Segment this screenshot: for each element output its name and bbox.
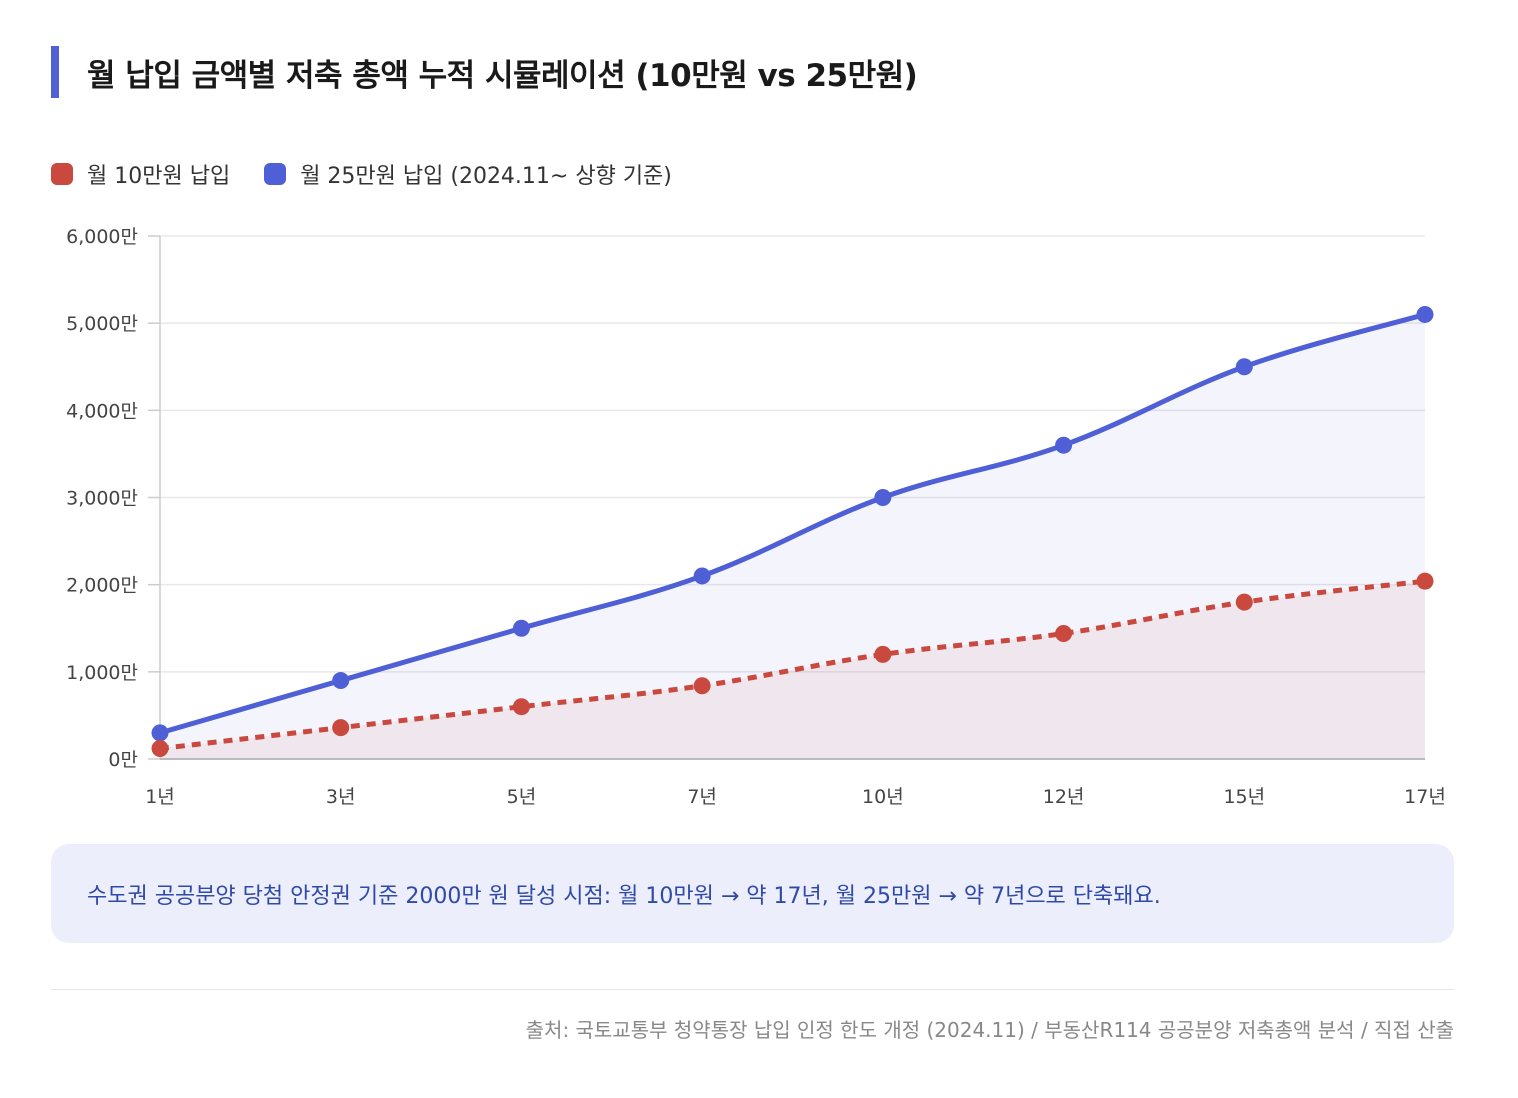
divider [51, 989, 1454, 990]
legend-label-10man: 월 10만원 납입 [87, 164, 231, 189]
data-point-s0-7 [1416, 572, 1434, 590]
series-line-1 [157, 311, 1428, 736]
y-tick-label: 4,000만 [66, 400, 138, 422]
data-point-s1-7 [1416, 305, 1434, 323]
chart-title: 월 납입 금액별 저축 총액 누적 시뮬레이션 (10만원 vs 25만원) [87, 57, 918, 94]
x-tick-label: 5년 [507, 786, 537, 808]
data-point-s1-2 [512, 619, 530, 637]
y-tick-label: 1,000만 [66, 662, 138, 684]
title-accent-bar [51, 46, 59, 98]
x-tick-label: 10년 [862, 786, 904, 808]
data-point-s0-2 [512, 698, 530, 716]
y-tick-label: 0만 [108, 749, 138, 771]
legend-swatch-blue [264, 163, 287, 185]
note-box: 수도권 공공분양 당첨 안정권 기준 2000만 원 달성 시점: 월 10만원… [51, 844, 1454, 943]
data-point-s0-0 [151, 740, 169, 758]
legend-item-25man: 월 25만원 납입 (2024.11~ 상향 기준) [264, 158, 672, 190]
data-point-s1-5 [1055, 436, 1073, 454]
x-tick-label: 1년 [145, 786, 175, 808]
data-point-s1-1 [332, 672, 350, 690]
x-tick-label: 3년 [326, 786, 356, 808]
y-tick-label: 3,000만 [66, 488, 138, 510]
data-point-s0-3 [693, 677, 711, 695]
data-point-s1-3 [693, 567, 711, 585]
legend-swatch-red [51, 163, 73, 185]
y-tick-label: 6,000만 [66, 226, 138, 248]
y-tick-label: 5,000만 [66, 313, 138, 335]
x-tick-label: 17년 [1404, 786, 1446, 808]
data-point-s0-4 [874, 645, 892, 663]
data-point-s1-4 [874, 489, 892, 506]
data-point-s0-6 [1235, 593, 1253, 611]
legend-item-10man: 월 10만원 납입 [51, 158, 230, 190]
data-point-s0-5 [1055, 624, 1073, 642]
chart-legend: 월 10만원 납입 월 25만원 납입 (2024.11~ 상향 기준) [51, 158, 706, 190]
data-point-s1-0 [151, 724, 169, 742]
series-area-0 [160, 581, 1425, 759]
y-tick-label: 2,000만 [66, 575, 138, 597]
legend-label-25man: 월 25만원 납입 (2024.11~ 상향 기준) [300, 164, 672, 189]
data-point-s0-1 [332, 719, 350, 737]
x-tick-label: 7년 [687, 786, 717, 808]
x-tick-label: 12년 [1043, 786, 1085, 808]
note-text: 수도권 공공분양 당첨 안정권 기준 2000만 원 달성 시점: 월 10만원… [87, 883, 1161, 909]
data-point-s1-6 [1235, 358, 1253, 376]
source-text: 출처: 국토교통부 청약통장 납입 인정 한도 개정 (2024.11) / 부… [525, 1018, 1454, 1042]
x-tick-label: 15년 [1223, 786, 1265, 808]
line-chart: 0만 1,000만 2,000만 3,000만 4,000만 5,000만 6,000만 1년… [66, 226, 1446, 808]
title-block: 월 납입 금액별 저축 총액 누적 시뮬레이션 (10만원 vs 25만원) [51, 46, 918, 98]
